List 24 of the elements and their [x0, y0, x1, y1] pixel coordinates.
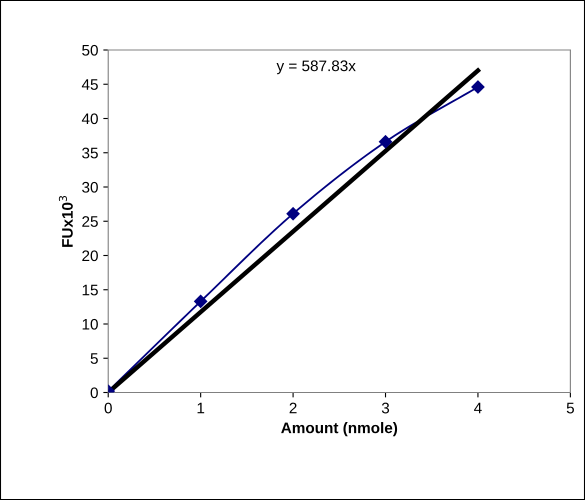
x-tick-label: 0 — [104, 402, 112, 414]
point — [194, 294, 208, 308]
y-tick-label: 35 — [82, 148, 98, 158]
x-tick-label: 2 — [290, 402, 297, 414]
x-axis-title: Amount (nmole) — [281, 422, 398, 436]
y-tick-label: 30 — [82, 182, 98, 193]
y-tick-label: 5 — [90, 353, 98, 364]
y-axis-title: FUx10$^{3}$ — [58, 196, 73, 247]
point — [286, 207, 300, 220]
x-tick-label: 5 — [566, 402, 574, 414]
y-tick-label: 45 — [82, 79, 98, 90]
annotation: y = 587.83x — [276, 60, 356, 74]
x-tick-label: 4 — [474, 402, 482, 414]
x-tick-label: 1 — [198, 402, 204, 414]
y-tick-label: 40 — [82, 113, 98, 124]
y-tick-label: 10 — [82, 318, 98, 330]
y-tick-label: 50 — [82, 44, 98, 56]
y-tick-label: 20 — [82, 250, 98, 262]
point — [471, 80, 485, 94]
y-tick-label: 15 — [82, 284, 98, 296]
y-tick-label: 25 — [82, 216, 98, 227]
point — [378, 135, 392, 148]
y-tick-label: 0 — [90, 387, 98, 398]
x-tick-label: 3 — [382, 402, 390, 414]
